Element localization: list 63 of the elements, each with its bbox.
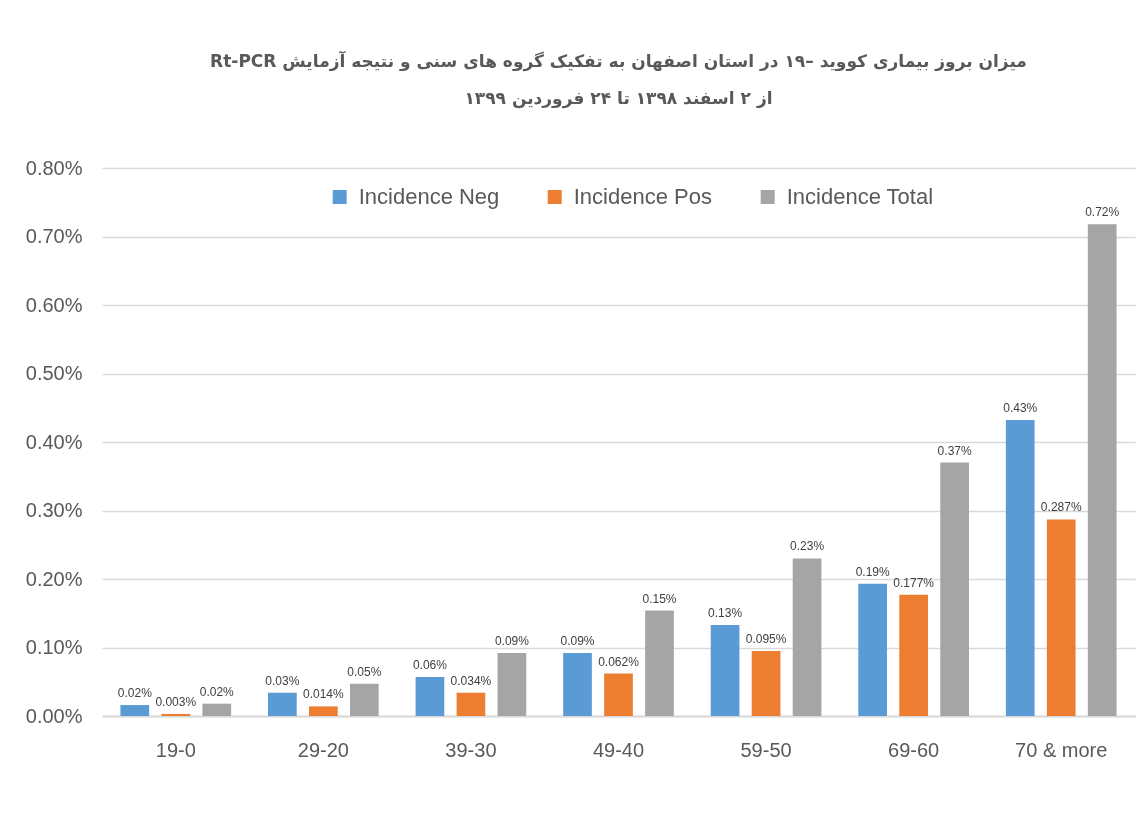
bar bbox=[1005, 420, 1035, 716]
chart-title: میزان بروز بیماری کووید –۱۹ در استان اصفهان به تفکیک گروه های سنی و نتیجه آزمایش Rt-PCR bbox=[210, 50, 1027, 72]
data-label: 0.287% bbox=[1040, 500, 1082, 515]
y-tick-label: 0.00% bbox=[25, 704, 83, 727]
x-tick-label: 69-60 bbox=[888, 738, 940, 761]
bar bbox=[940, 462, 969, 716]
data-label: 0.15% bbox=[642, 591, 677, 606]
bar bbox=[497, 652, 527, 716]
data-label: 0.43% bbox=[1003, 401, 1038, 416]
data-label: 0.37% bbox=[937, 443, 972, 458]
data-label: 0.05% bbox=[347, 664, 382, 679]
legend-label: Incidence Pos bbox=[573, 184, 712, 209]
y-tick-label: 0.40% bbox=[25, 430, 83, 453]
y-tick-label: 0.70% bbox=[25, 225, 83, 247]
y-tick-label: 0.50% bbox=[25, 362, 83, 384]
x-tick-label: 59-50 bbox=[740, 738, 792, 761]
y-tick-label: 0.80% bbox=[25, 156, 83, 179]
bar bbox=[268, 692, 297, 716]
chart-subtitle: از ۲ اسفند ۱۳۹۸ تا ۲۴ فروردین ۱۳۹۹ bbox=[464, 88, 773, 109]
data-label: 0.13% bbox=[708, 605, 743, 620]
data-label: 0.72% bbox=[1085, 205, 1120, 220]
bar bbox=[751, 650, 781, 716]
y-tick-label: 0.20% bbox=[25, 567, 83, 590]
legend-label: Incidence Total bbox=[786, 184, 934, 209]
x-tick-label: 29-20 bbox=[297, 738, 349, 761]
data-label: 0.02% bbox=[199, 684, 235, 699]
bar bbox=[202, 703, 232, 716]
bar bbox=[899, 594, 928, 716]
bar bbox=[161, 713, 191, 716]
data-label: 0.09% bbox=[494, 633, 530, 648]
y-tick-label: 0.60% bbox=[25, 293, 83, 316]
bar bbox=[1087, 224, 1117, 716]
data-label: 0.003% bbox=[155, 694, 197, 709]
bar bbox=[415, 676, 445, 716]
y-tick-label: 0.10% bbox=[25, 636, 83, 658]
bar bbox=[1046, 519, 1076, 716]
data-label: 0.062% bbox=[598, 654, 640, 669]
legend-label: Incidence Neg bbox=[358, 184, 500, 209]
bar bbox=[792, 558, 822, 716]
data-label: 0.177% bbox=[893, 575, 935, 590]
bar bbox=[350, 683, 379, 716]
data-label: 0.095% bbox=[745, 631, 787, 646]
bar bbox=[710, 624, 740, 716]
bar bbox=[604, 673, 633, 716]
bar bbox=[456, 692, 486, 716]
data-label: 0.014% bbox=[303, 687, 345, 702]
bar bbox=[563, 652, 592, 716]
x-tick-label: 39-30 bbox=[445, 738, 497, 761]
bar bbox=[309, 706, 338, 716]
data-label: 0.09% bbox=[560, 633, 595, 648]
x-tick-label: 70 & more bbox=[1015, 738, 1108, 761]
data-label: 0.034% bbox=[450, 673, 492, 688]
x-tick-label: 49-40 bbox=[592, 738, 645, 761]
bar bbox=[120, 705, 150, 716]
data-label: 0.03% bbox=[265, 673, 300, 688]
data-label: 0.02% bbox=[117, 686, 153, 701]
x-tick-label: 19-0 bbox=[155, 738, 196, 761]
bar bbox=[858, 583, 887, 716]
data-label: 0.06% bbox=[412, 657, 448, 672]
data-label: 0.23% bbox=[790, 539, 825, 554]
bar bbox=[645, 610, 674, 716]
y-tick-label: 0.30% bbox=[25, 499, 83, 521]
data-label: 0.19% bbox=[855, 564, 890, 579]
